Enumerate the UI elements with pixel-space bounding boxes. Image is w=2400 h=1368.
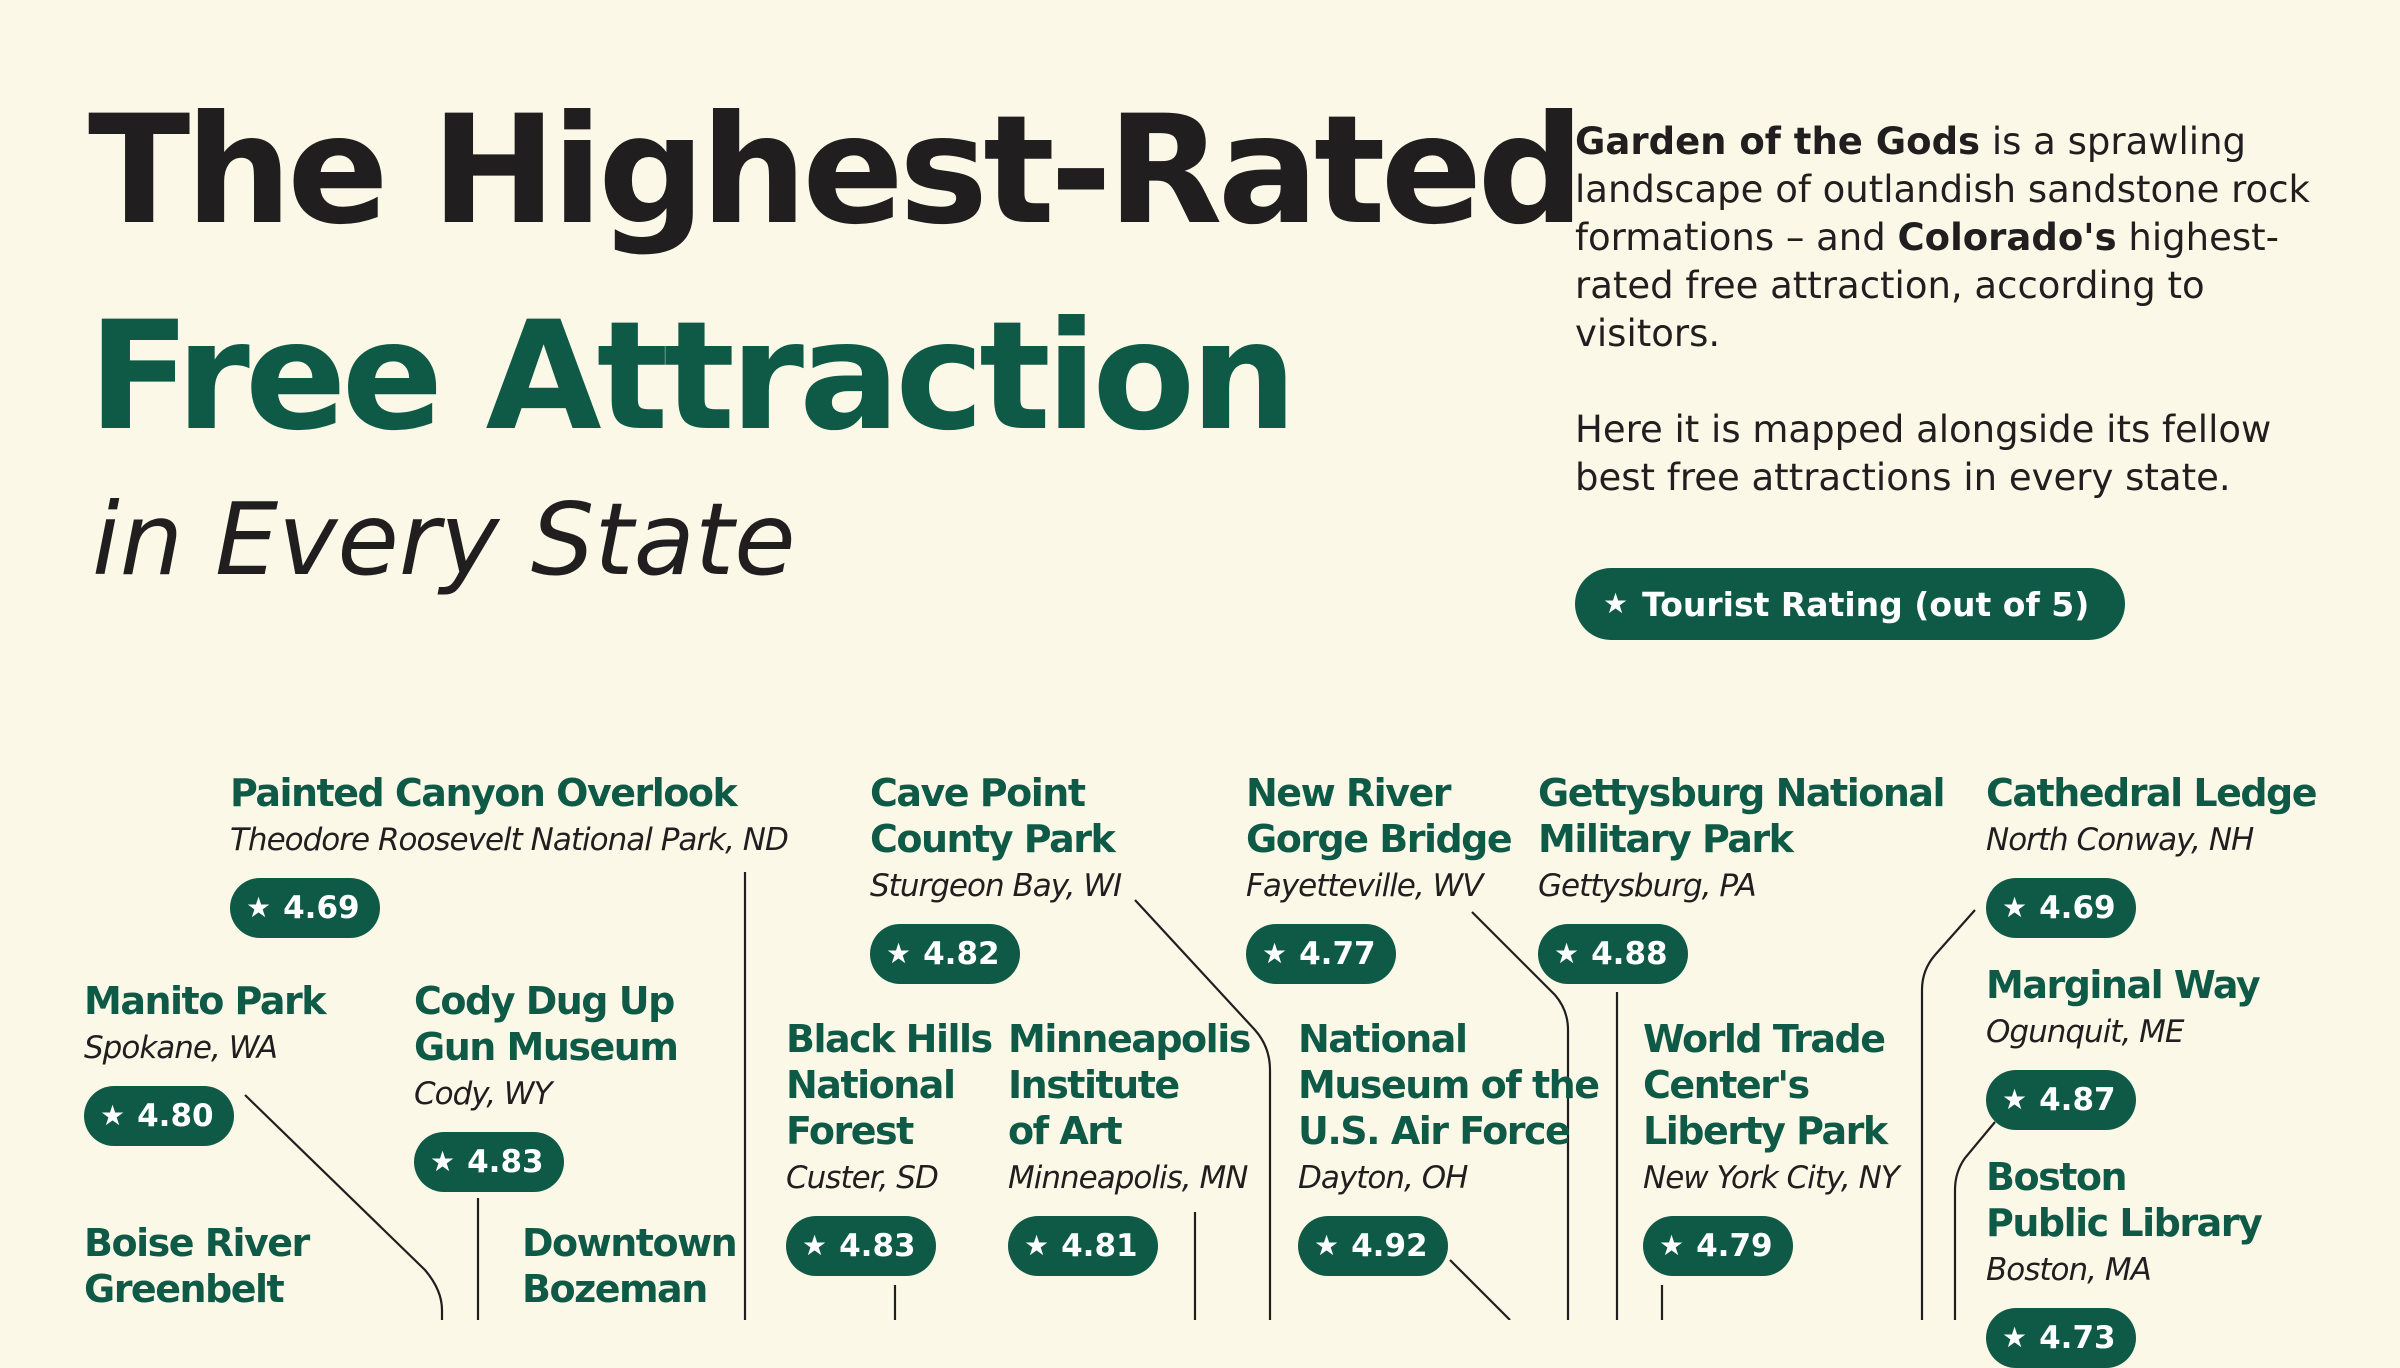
attraction-name: Manito Park	[84, 979, 327, 1023]
attraction-gettysburg-national-military-park: Gettysburg National Military Park Gettys…	[1538, 770, 1946, 984]
attraction-location: Custer, SD	[786, 1160, 939, 1196]
attraction-location: New York City, NY	[1643, 1160, 1900, 1196]
leader-line-new-river	[1471, 911, 1570, 1320]
title-line-3: in Every State	[92, 481, 796, 598]
intro-paragraph-1: Garden of the Gods is a sprawling landsc…	[1575, 120, 2310, 355]
leader-line-cave-point	[1134, 899, 1272, 1320]
intro-paragraph-2: Here it is mapped alongside its fellow b…	[1575, 408, 2272, 499]
rating-badge: ★ 4.81	[1008, 1216, 1158, 1276]
leader-line-cathedral-ledge	[1920, 909, 1976, 1320]
star-icon: ★	[2002, 891, 2028, 924]
attraction-name: Marginal Way	[1986, 963, 2261, 1007]
rating-badge: ★ 4.83	[414, 1132, 564, 1192]
attraction-cody-dug-up-gun-museum: Cody Dug Up Gun Museum Cody, WY ★ 4.83	[414, 978, 679, 1192]
attraction-location: Gettysburg, PA	[1538, 868, 1757, 904]
leader-lines	[244, 872, 1996, 1320]
star-icon: ★	[1314, 1229, 1340, 1262]
title-line-1: The Highest-Rated	[88, 84, 1585, 258]
star-icon: ★	[2002, 1083, 2028, 1116]
attraction-location: Boston, MA	[1986, 1252, 2152, 1288]
attraction-name: Painted Canyon Overlook	[230, 771, 738, 815]
rating-legend-label: Tourist Rating (out of 5)	[1642, 584, 2090, 624]
star-icon: ★	[2002, 1321, 2028, 1354]
attraction-name: Downtown Bozeman	[522, 1221, 738, 1311]
attraction-black-hills-national-forest: Black Hills National Forest Custer, SD ★…	[786, 1016, 993, 1276]
attraction-name: Gettysburg National Military Park	[1538, 771, 1946, 861]
star-icon: ★	[1262, 937, 1288, 970]
attraction-new-river-gorge-bridge: New River Gorge Bridge Fayetteville, WV …	[1246, 770, 1513, 984]
attraction-name: Minneapolis Institute of Art	[1008, 1017, 1251, 1153]
attraction-national-museum-us-air-force: National Museum of the U.S. Air Force Da…	[1298, 1016, 1600, 1276]
rating-badge: ★ 4.73	[1986, 1308, 2136, 1368]
attraction-name: New River Gorge Bridge	[1246, 771, 1513, 861]
intro-highlight-state: Colorado's	[1897, 216, 2117, 259]
attraction-location: Ogunquit, ME	[1986, 1014, 2185, 1050]
attraction-location: Fayetteville, WV	[1246, 868, 1483, 904]
attraction-boston-public-library: Boston Public Library Boston, MA ★ 4.73	[1986, 1154, 2263, 1368]
intro-text: Garden of the Gods is a sprawling landsc…	[1575, 118, 2355, 550]
leader-line-manito-park	[244, 1094, 444, 1320]
attraction-minneapolis-institute-of-art: Minneapolis Institute of Art Minneapolis…	[1008, 1016, 1251, 1276]
rating-badge: ★ 4.82	[870, 924, 1020, 984]
leader-line-marginal-way	[1953, 1121, 1996, 1320]
attraction-liberty-park: World Trade Center's Liberty Park New Yo…	[1643, 1016, 1900, 1276]
attraction-name: National Museum of the U.S. Air Force	[1298, 1017, 1600, 1153]
attraction-location: Sturgeon Bay, WI	[870, 868, 1122, 904]
attraction-marginal-way: Marginal Way Ogunquit, ME ★ 4.87	[1986, 962, 2261, 1130]
rating-badge: ★ 4.69	[230, 878, 380, 938]
attraction-boise-river-greenbelt: Boise River Greenbelt	[84, 1220, 310, 1312]
star-icon: ★	[1554, 937, 1580, 970]
rating-badge: ★ 4.80	[84, 1086, 234, 1146]
attraction-location: Cody, WY	[414, 1076, 553, 1112]
attraction-location: North Conway, NH	[1986, 822, 2254, 858]
attraction-cathedral-ledge: Cathedral Ledge North Conway, NH ★ 4.69	[1986, 770, 2318, 938]
star-icon: ★	[1659, 1229, 1685, 1262]
attraction-name: Boise River Greenbelt	[84, 1221, 310, 1311]
attraction-name: Black Hills National Forest	[786, 1017, 993, 1153]
star-icon: ★	[246, 891, 272, 924]
intro-highlight-attraction: Garden of the Gods	[1575, 120, 1981, 163]
rating-badge: ★ 4.92	[1298, 1216, 1448, 1276]
star-icon: ★	[100, 1099, 126, 1132]
attraction-location: Dayton, OH	[1298, 1160, 1468, 1196]
star-icon: ★	[430, 1145, 456, 1178]
attraction-painted-canyon-overlook: Painted Canyon Overlook Theodore Rooseve…	[230, 770, 789, 938]
star-icon: ★	[1024, 1229, 1050, 1262]
attraction-name: World Trade Center's Liberty Park	[1643, 1017, 1888, 1153]
attraction-name: Cathedral Ledge	[1986, 771, 2318, 815]
rating-badge: ★ 4.88	[1538, 924, 1688, 984]
rating-badge: ★ 4.83	[786, 1216, 936, 1276]
attraction-name: Boston Public Library	[1986, 1155, 2263, 1245]
attraction-location: Spokane, WA	[84, 1030, 278, 1066]
rating-badge: ★ 4.69	[1986, 878, 2136, 938]
attraction-name: Cody Dug Up Gun Museum	[414, 979, 679, 1069]
rating-badge: ★ 4.77	[1246, 924, 1396, 984]
rating-legend: ★ Tourist Rating (out of 5)	[1575, 568, 2126, 640]
star-icon: ★	[1603, 587, 1629, 620]
star-icon: ★	[886, 937, 912, 970]
leader-line-air-force	[1449, 1259, 1511, 1320]
attraction-downtown-bozeman: Downtown Bozeman	[522, 1220, 738, 1312]
attraction-name: Cave Point County Park	[870, 771, 1116, 861]
attraction-location: Theodore Roosevelt National Park, ND	[230, 822, 789, 858]
title-line-2: Free Attraction	[88, 290, 1297, 464]
rating-badge: ★ 4.79	[1643, 1216, 1793, 1276]
attraction-manito-park: Manito Park Spokane, WA ★ 4.80	[84, 978, 327, 1146]
attraction-location: Minneapolis, MN	[1008, 1160, 1248, 1196]
star-icon: ★	[802, 1229, 828, 1262]
rating-badge: ★ 4.87	[1986, 1070, 2136, 1130]
attraction-cave-point-county-park: Cave Point County Park Sturgeon Bay, WI …	[870, 770, 1122, 984]
